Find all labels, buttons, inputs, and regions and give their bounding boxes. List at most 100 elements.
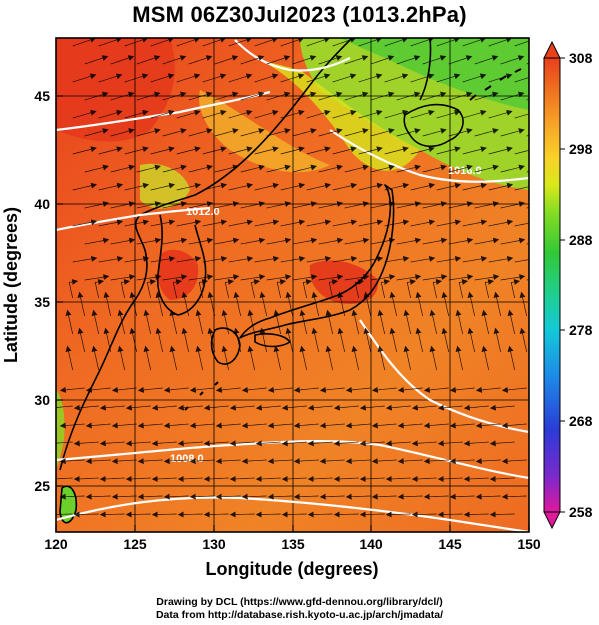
wind-streamline bbox=[129, 327, 138, 353]
wind-streamline bbox=[136, 55, 161, 65]
wind-streamline bbox=[188, 201, 214, 209]
wind-streamline bbox=[266, 274, 292, 281]
wind-streamline bbox=[363, 327, 372, 353]
wind-streamline bbox=[344, 128, 369, 137]
wind-streamline bbox=[280, 73, 305, 83]
wind-streamline bbox=[215, 458, 241, 465]
wind-streamline bbox=[406, 278, 417, 299]
wind-streamline bbox=[233, 291, 242, 317]
wind-streamline bbox=[214, 237, 240, 245]
wind-streamline bbox=[302, 278, 313, 299]
wind-streamline bbox=[77, 327, 86, 353]
wind-streamline bbox=[432, 278, 443, 299]
wind-streamline bbox=[488, 146, 513, 155]
wind-streamline bbox=[285, 327, 294, 353]
wind-streamline bbox=[307, 440, 333, 447]
wind-streamline bbox=[228, 219, 254, 227]
colorbar-gradient bbox=[543, 57, 561, 513]
wind-streamline bbox=[318, 128, 343, 137]
wind-streamline bbox=[397, 458, 423, 465]
wind-streamline bbox=[189, 422, 215, 429]
wind-streamline bbox=[188, 55, 213, 65]
wind-streamline bbox=[474, 91, 499, 101]
wind-streamline bbox=[306, 182, 332, 191]
wind-streamline bbox=[410, 255, 436, 263]
wind-streamline bbox=[117, 345, 126, 371]
wind-streamline bbox=[403, 309, 412, 335]
wind-streamline bbox=[124, 73, 149, 83]
x-tick-label: 135 bbox=[281, 536, 305, 552]
wind-streamline bbox=[455, 309, 464, 335]
wind-streamline bbox=[344, 91, 369, 101]
wind-streamline bbox=[56, 441, 73, 444]
wind-streamline bbox=[255, 404, 281, 411]
wind-streamline bbox=[221, 345, 230, 371]
wind-streamline bbox=[396, 128, 421, 137]
wind-streamline bbox=[266, 91, 291, 101]
wind-streamline bbox=[325, 309, 334, 335]
wind-streamline bbox=[202, 38, 227, 47]
wind-streamline bbox=[65, 309, 74, 335]
wind-streamline bbox=[177, 511, 203, 518]
wind-streamline bbox=[125, 475, 151, 482]
wind-streamline bbox=[423, 458, 449, 465]
wind-streamline bbox=[56, 405, 73, 408]
wind-streamline bbox=[99, 475, 125, 482]
wind-streamline bbox=[280, 255, 306, 263]
wind-streamline bbox=[449, 493, 475, 500]
wind-streamline bbox=[410, 73, 435, 83]
wind-streamline bbox=[254, 109, 279, 119]
wind-streamline bbox=[202, 255, 228, 263]
wind-streamline bbox=[410, 219, 436, 227]
colorbar-label: 308 bbox=[569, 50, 593, 66]
wind-streamline bbox=[429, 309, 438, 335]
wind-streamline bbox=[59, 422, 85, 429]
wind-streamline bbox=[371, 458, 397, 465]
wind-streamline bbox=[98, 255, 124, 263]
wind-streamline bbox=[163, 458, 189, 465]
wind-streamline bbox=[111, 493, 137, 500]
wind-streamline bbox=[396, 201, 422, 209]
wind-streamline bbox=[519, 291, 528, 317]
wind-streamline bbox=[229, 475, 255, 482]
wind-streamline bbox=[68, 278, 79, 299]
wind-streamline bbox=[188, 128, 213, 137]
colorbar-label: 258 bbox=[569, 504, 593, 520]
wind-streamline bbox=[85, 422, 111, 429]
wind-streamline bbox=[176, 182, 202, 191]
wind-streamline bbox=[500, 128, 525, 137]
wind-streamline bbox=[247, 345, 256, 371]
wind-streamline bbox=[163, 422, 189, 429]
wind-streamline bbox=[358, 73, 383, 83]
y-tick-label: 30 bbox=[34, 392, 50, 408]
wind-streamline bbox=[241, 458, 267, 465]
wind-streamline bbox=[110, 128, 135, 137]
x-tick-label: 150 bbox=[517, 536, 541, 552]
colorbar-label: 268 bbox=[569, 413, 593, 429]
wind-streamline bbox=[85, 493, 111, 500]
wind-streamline bbox=[484, 278, 495, 299]
wind-streamline bbox=[389, 291, 398, 317]
wind-streamline bbox=[280, 182, 306, 191]
wind-streamline bbox=[176, 146, 201, 155]
wind-streamline bbox=[371, 386, 397, 393]
wind-streamline bbox=[449, 386, 475, 393]
wind-streamline bbox=[228, 109, 253, 119]
wind-streamline bbox=[247, 309, 256, 335]
wind-streamline bbox=[332, 146, 357, 155]
wind-streamline bbox=[333, 511, 359, 518]
wind-streamline bbox=[292, 55, 317, 65]
wind-streamline bbox=[474, 164, 499, 173]
wind-streamline bbox=[514, 113, 529, 119]
wind-streamline bbox=[99, 511, 125, 518]
wind-streamline bbox=[463, 475, 489, 482]
wind-streamline bbox=[266, 237, 292, 245]
wind-streamline bbox=[358, 255, 384, 263]
wind-streamline bbox=[84, 201, 110, 209]
wind-streamline bbox=[254, 219, 280, 227]
wind-streamline bbox=[110, 91, 135, 101]
wind-streamline bbox=[332, 219, 358, 227]
wind-streamline bbox=[467, 291, 476, 317]
wind-streamline bbox=[463, 440, 489, 447]
